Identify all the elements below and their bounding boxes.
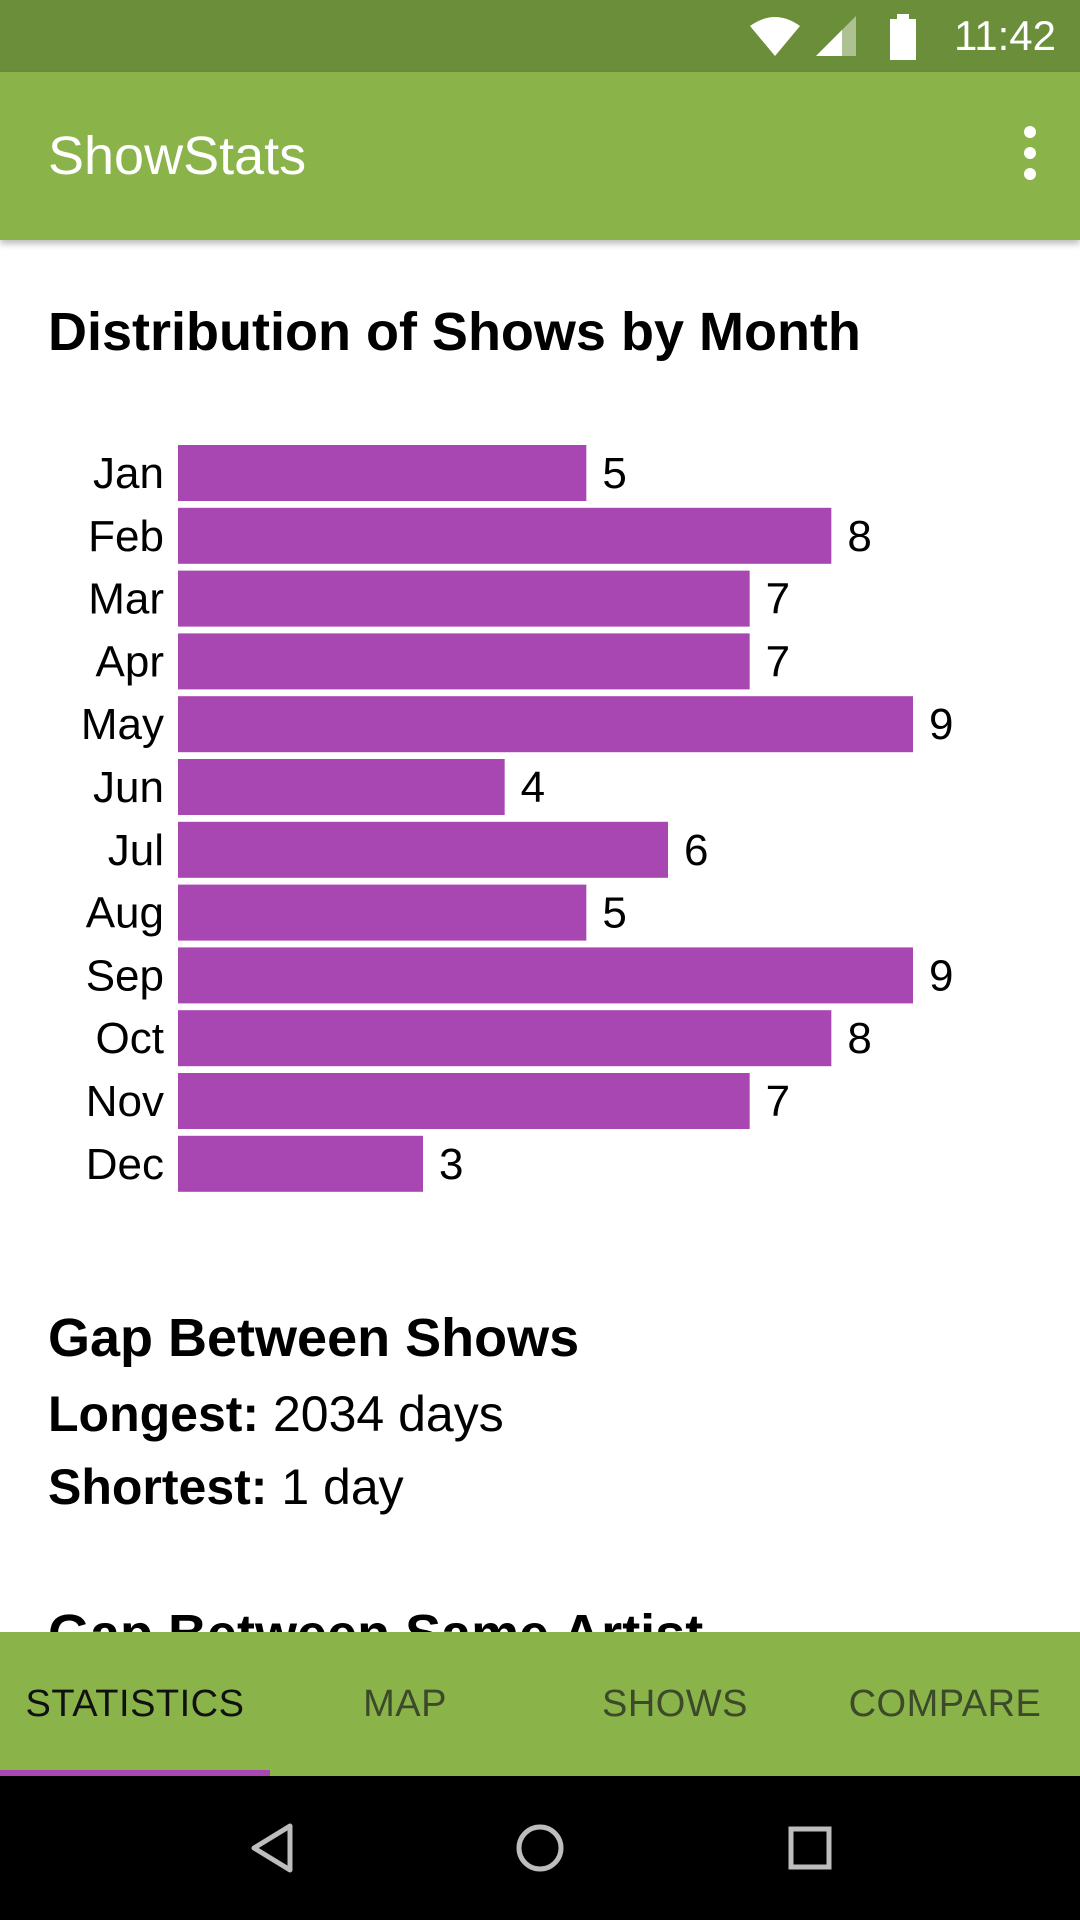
status-time: 11:42: [954, 12, 1056, 59]
distribution-title: Distribution of Shows by Month: [48, 302, 861, 362]
bar-feb: [178, 507, 832, 564]
bar-value-label: 7: [766, 637, 790, 686]
longest-gap: Longest: 2034 days: [48, 1384, 504, 1444]
bar-dec: [178, 1135, 423, 1192]
shortest-gap: Shortest: 1 day: [48, 1457, 404, 1517]
bar-apr: [178, 633, 750, 690]
month-label: Aug: [86, 889, 164, 938]
bar-value-label: 9: [929, 700, 953, 749]
home-icon[interactable]: [512, 1820, 568, 1876]
month-label: May: [81, 700, 164, 749]
month-label: Oct: [96, 1014, 164, 1063]
bar-nov: [178, 1073, 750, 1129]
app-title: ShowStats: [48, 126, 307, 186]
bar-value-label: 9: [929, 951, 953, 1000]
bar-value-label: 7: [766, 575, 790, 624]
bar-mar: [178, 570, 750, 627]
signal-icon: [816, 16, 856, 56]
month-label: Jul: [108, 826, 164, 875]
battery-icon: [890, 14, 916, 60]
bar-value-label: 6: [684, 826, 708, 875]
status-bar: 11:42: [0, 0, 1080, 72]
statistics-content[interactable]: Distribution of Shows by Month Jan 5 Feb 8 M…: [0, 240, 1080, 1632]
shortest-gap-label: Shortest:: [48, 1459, 268, 1515]
tab-map[interactable]: MAP: [363, 1683, 447, 1725]
shortest-gap-value: 1 day: [267, 1459, 404, 1515]
month-label: Dec: [86, 1140, 164, 1189]
month-distribution-chart: Jan 5 Feb 8 Mar 7 Apr 7 May 9 Jun 4 Jul 6 Aug 5 Sep 9 Oct 8…: [81, 445, 953, 1192]
gap-between-shows-title: Gap Between Shows: [48, 1308, 580, 1368]
bar-value-label: 3: [439, 1140, 463, 1189]
active-tab-indicator: [0, 1770, 270, 1776]
tab-compare[interactable]: COMPARE: [848, 1683, 1042, 1725]
bar-value-label: 4: [521, 763, 545, 812]
longest-gap-value: 2034 days: [259, 1386, 504, 1442]
bar-jan: [178, 445, 587, 501]
bar-jul: [178, 821, 668, 878]
bar-aug: [178, 884, 587, 941]
month-label: Sep: [86, 951, 164, 1000]
month-label: Mar: [88, 575, 164, 624]
bottom-tab-bar: STATISTICS MAP SHOWS COMPARE: [0, 1632, 1080, 1776]
month-label: Nov: [86, 1077, 164, 1126]
bar-value-label: 8: [847, 1014, 871, 1063]
longest-gap-label: Longest:: [48, 1386, 260, 1442]
tab-shows[interactable]: SHOWS: [601, 1683, 749, 1725]
bar-may: [178, 696, 913, 753]
month-label: Feb: [88, 512, 164, 561]
bar-oct: [178, 1010, 832, 1067]
tab-statistics[interactable]: STATISTICS: [25, 1683, 245, 1725]
wifi-icon: [750, 17, 800, 56]
bar-jun: [178, 759, 505, 815]
recents-icon[interactable]: [782, 1820, 838, 1876]
gap-same-artist-title: Gap Between Same Artist: [48, 1602, 703, 1632]
bar-value-label: 8: [847, 512, 871, 561]
month-label: Jan: [93, 449, 164, 498]
month-label: Apr: [96, 637, 164, 686]
more-vert-icon[interactable]: [1010, 126, 1050, 186]
back-icon[interactable]: [246, 1820, 302, 1876]
month-label: Jun: [93, 763, 164, 812]
bar-value-label: 7: [766, 1077, 790, 1126]
app-bar: ShowStats: [0, 72, 1080, 240]
bar-value-label: 5: [602, 449, 626, 498]
system-nav-bar: [0, 1776, 1080, 1920]
bar-sep: [178, 947, 913, 1004]
bar-value-label: 5: [602, 889, 626, 938]
